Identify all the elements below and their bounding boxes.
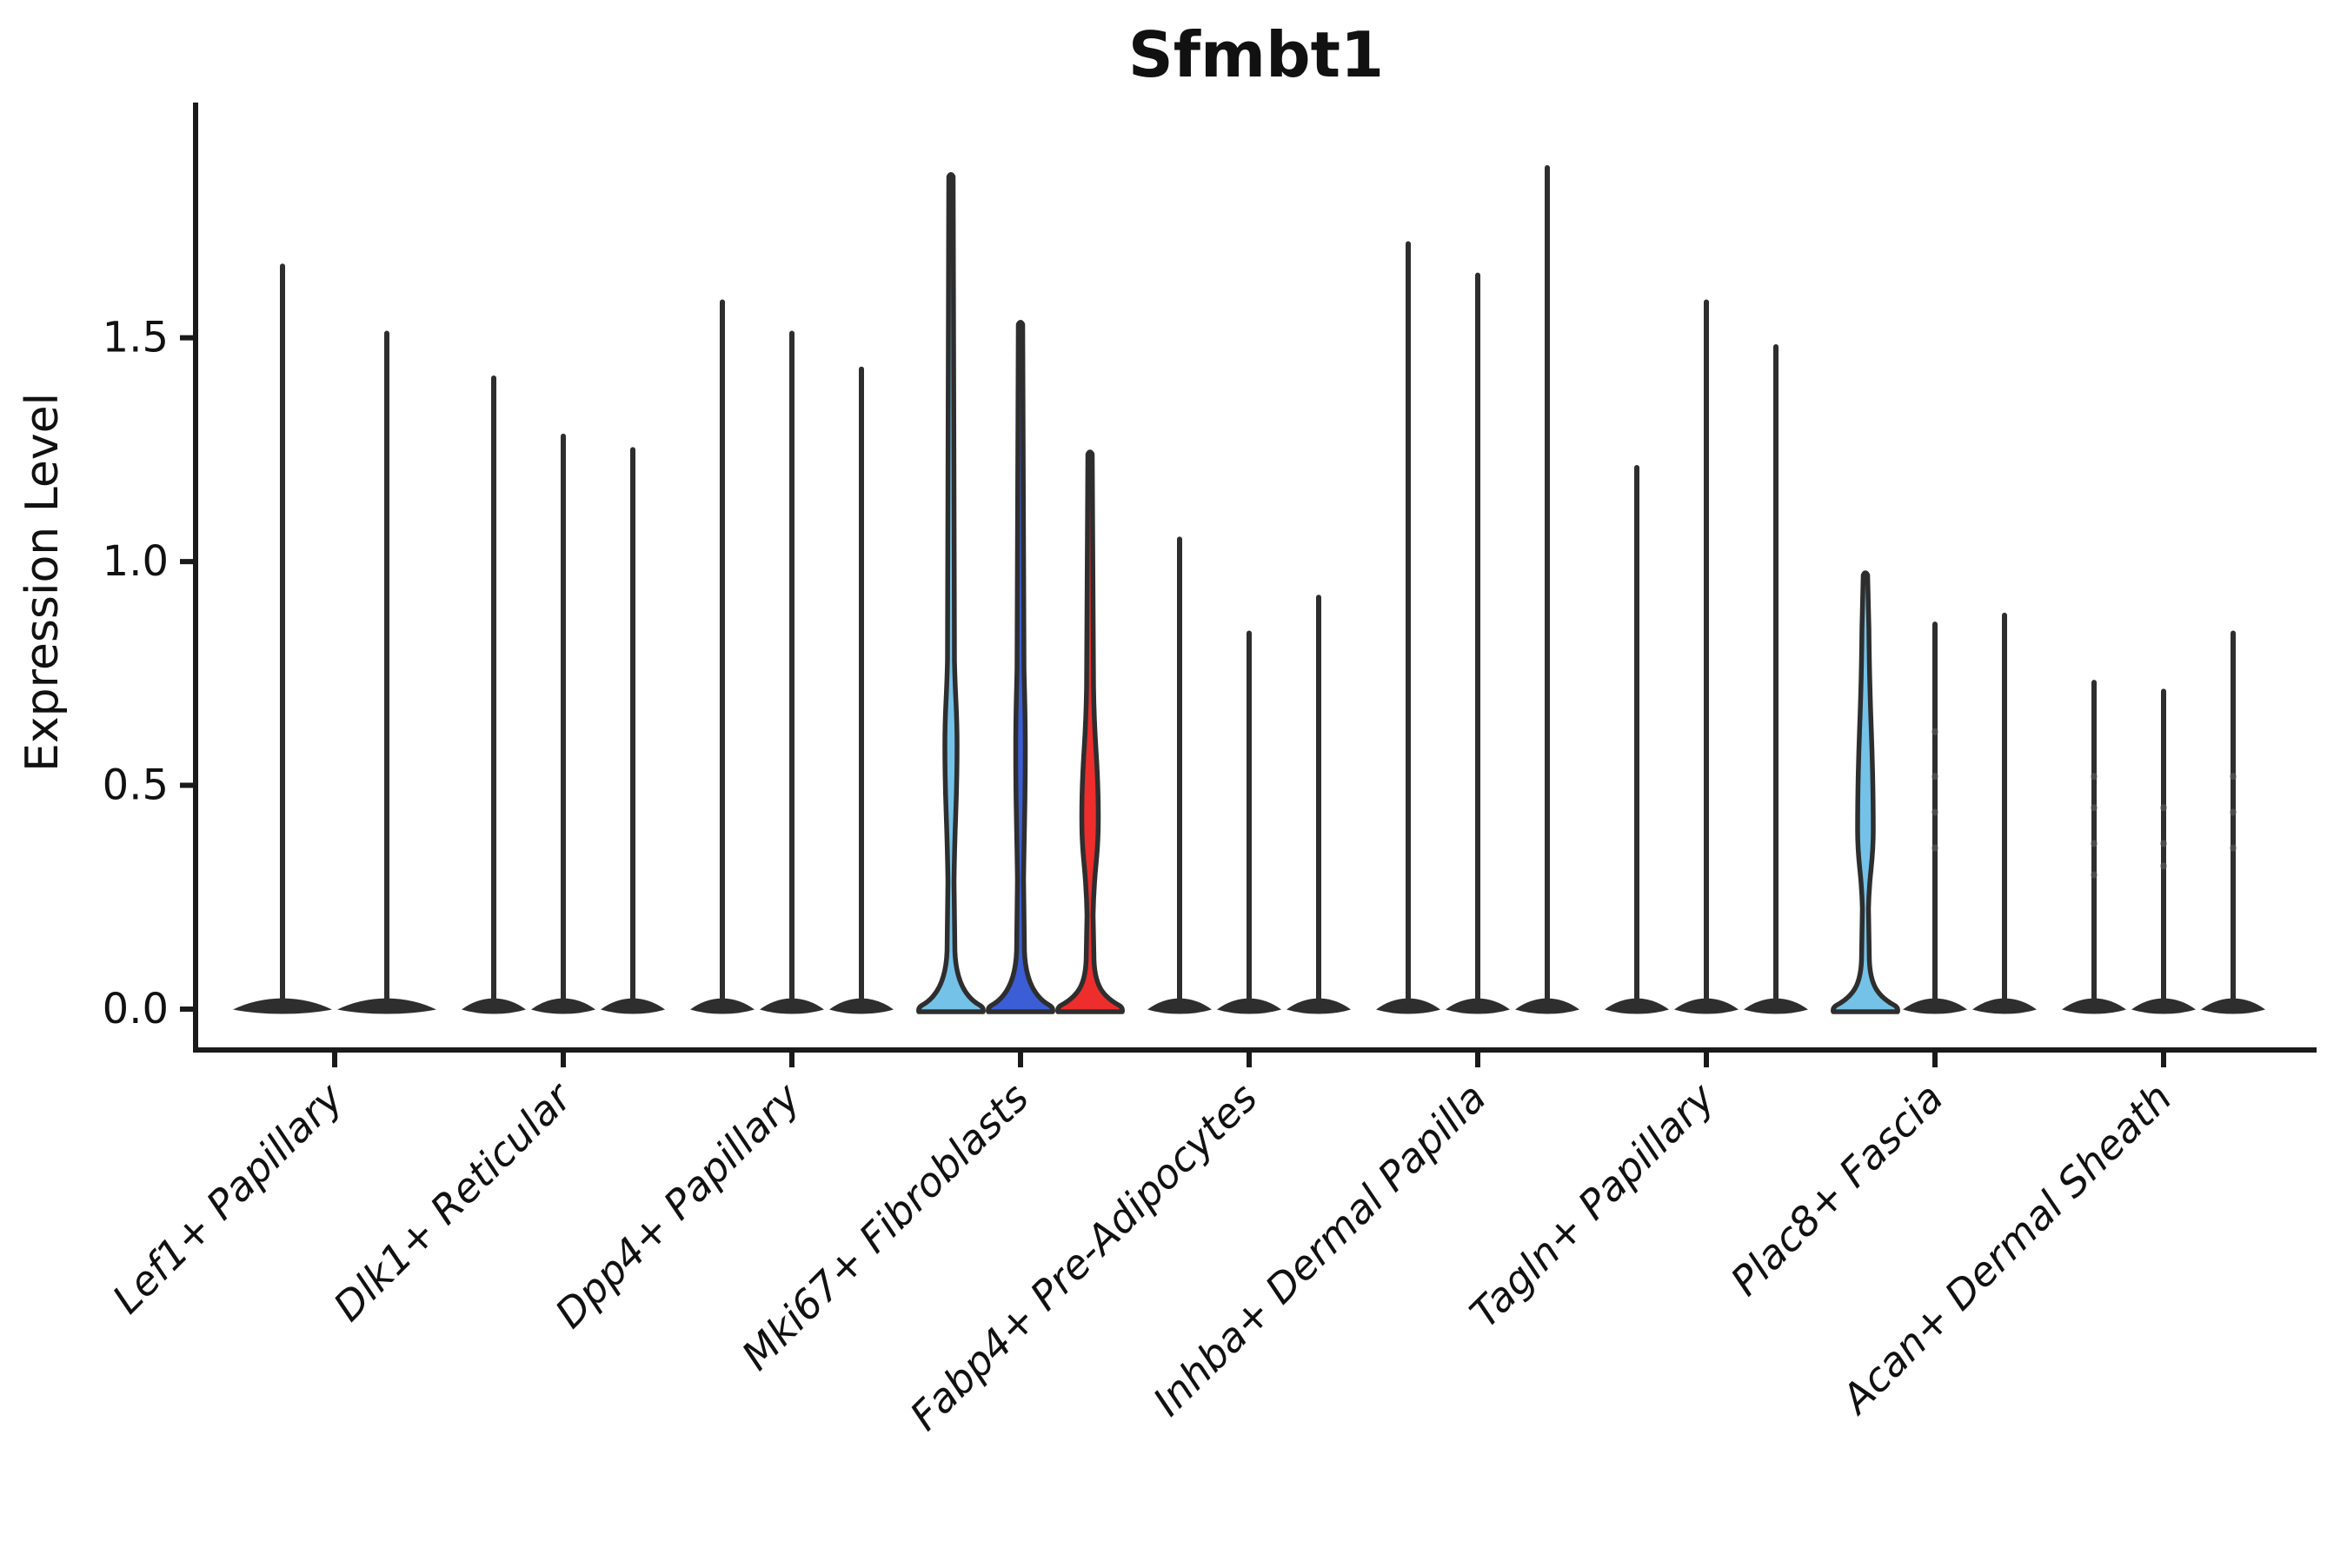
violin-base [690, 998, 755, 1014]
violin-group-2: Dpp4+ Papillary [546, 299, 894, 1337]
violin-base [337, 998, 436, 1014]
violin-base [1605, 998, 1669, 1014]
violin-base [1972, 998, 2037, 1014]
y-tick-label: 0.5 [103, 761, 169, 810]
jitter-dot [2091, 871, 2098, 879]
jitter-dot [1931, 808, 1938, 816]
jitter-dot [2230, 808, 2237, 816]
violin-base [1217, 998, 1281, 1014]
jitter-dot [2160, 840, 2167, 847]
violin-base [2201, 998, 2265, 1014]
violin-base [2131, 998, 2196, 1014]
x-tick-label: Tagln+ Papillary [1460, 1073, 1724, 1337]
violin-body-colored [1831, 570, 1900, 1014]
jitter-dot [2091, 840, 2098, 847]
x-tick-label: Lef1+ Papillary [103, 1073, 352, 1322]
violin-base [1376, 998, 1440, 1014]
jitter-dot [2091, 773, 2098, 781]
violin-base [2062, 998, 2126, 1014]
violin-body-colored [1055, 449, 1125, 1014]
x-tick-label: Dlk1+ Reticular [324, 1072, 582, 1330]
jitter-dot [1931, 728, 1938, 735]
jitter-dot [1931, 844, 1938, 852]
violin-base [531, 998, 595, 1014]
jitter-dot [2160, 804, 2167, 812]
violin-base [760, 998, 824, 1014]
jitter-dot [2230, 773, 2237, 781]
jitter-dot [2091, 804, 2098, 812]
violin-base [1147, 998, 1212, 1014]
y-tick-label: 1.0 [103, 537, 169, 586]
x-tick-label: Plac8+ Fascia [1721, 1074, 1951, 1305]
y-tick-label: 0.0 [103, 985, 169, 1033]
violin-group-6: Tagln+ Papillary [1460, 299, 1808, 1337]
x-tick-label: Dpp4+ Papillary [546, 1073, 809, 1337]
jitter-dot [2160, 862, 2167, 870]
violin-group-8: Acan+ Dermal Sheath [1831, 630, 2265, 1424]
violin-base [601, 998, 665, 1014]
chart-title: Sfmbt1 [1128, 18, 1384, 91]
violin-group-7: Plac8+ Fascia [1721, 570, 2037, 1305]
violin-base [1287, 998, 1351, 1014]
violin-group-1: Dlk1+ Reticular [324, 375, 665, 1330]
violin-base [1446, 998, 1510, 1014]
violin-base [233, 998, 332, 1014]
violin-base [1744, 998, 1808, 1014]
violin-base [462, 998, 526, 1014]
y-tick-label: 1.5 [103, 314, 169, 362]
violin-base [1674, 998, 1739, 1014]
violin-base [829, 998, 894, 1014]
y-axis-label: Expression Level [17, 393, 69, 772]
violin-body-colored [986, 320, 1055, 1014]
violin-group-5: Inhba+ Dermal Papilla [1144, 164, 1579, 1425]
violin-base [1903, 998, 1967, 1014]
jitter-dot [1931, 773, 1938, 781]
violin-base [1515, 998, 1579, 1014]
jitter-dot [2230, 844, 2237, 852]
violin-body-colored [916, 172, 986, 1014]
